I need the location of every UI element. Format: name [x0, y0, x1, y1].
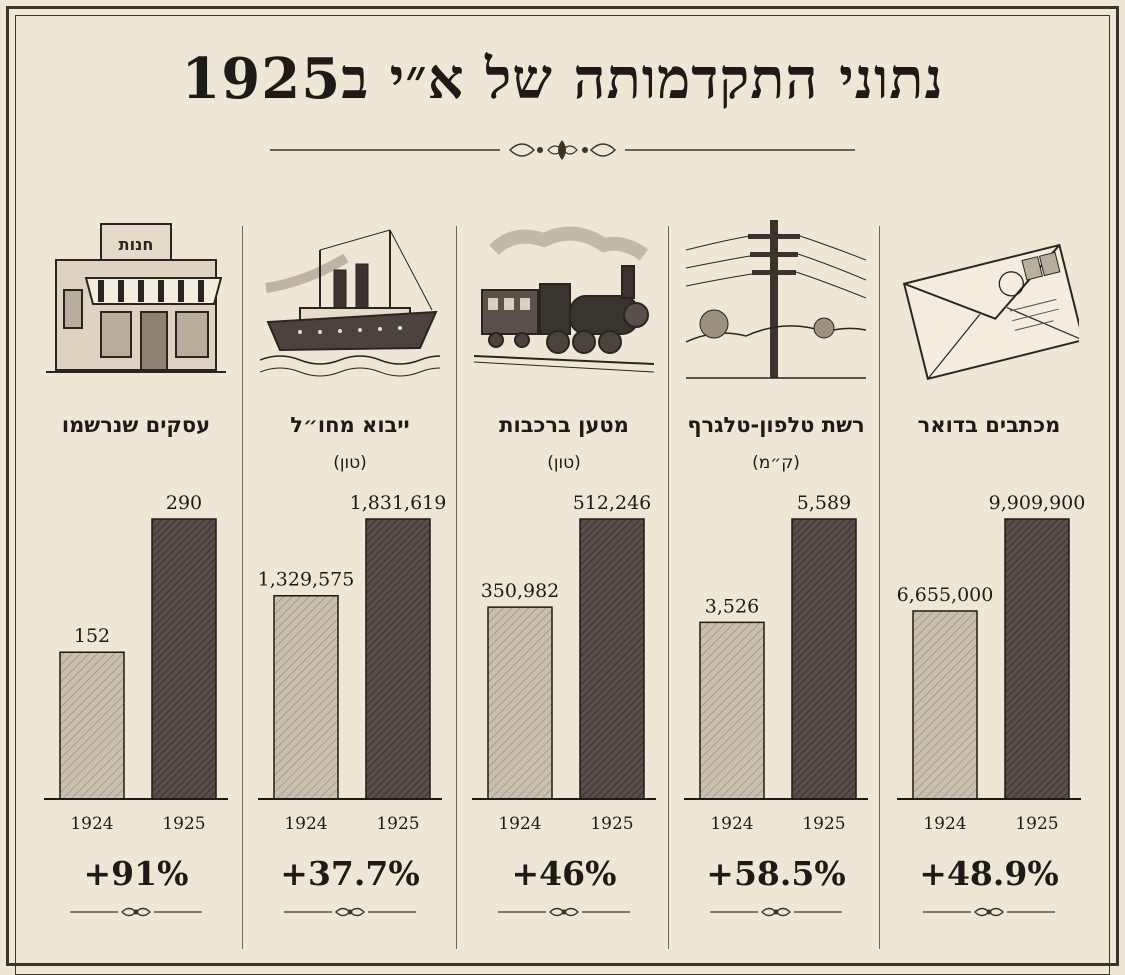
- bar-plot: 3,526 1924 5,589 1925: [684, 492, 868, 834]
- x-tick-label: 1925: [1015, 814, 1058, 834]
- x-tick-label: 1925: [590, 814, 633, 834]
- column-divider: [242, 226, 243, 949]
- footer-ornament: [923, 907, 1055, 917]
- x-tick-label: 1924: [923, 814, 966, 834]
- page-title: נתוני התקדמותה של א״י ב1925: [181, 46, 944, 112]
- percent-change: +48.9%: [919, 854, 1059, 893]
- data-label: 1,329,575: [258, 569, 355, 591]
- footer-ornament: [498, 907, 630, 917]
- bar-1924: [487, 606, 553, 800]
- bar-1925: [365, 518, 431, 800]
- bar-1925: [151, 518, 217, 800]
- x-tick-label: 1925: [802, 814, 845, 834]
- data-label: 5,589: [797, 492, 851, 514]
- percent-change: +58.5%: [706, 854, 846, 893]
- telegraph-pole-icon: [686, 220, 866, 379]
- unit-label: (טון): [547, 453, 581, 473]
- bar-1924: [912, 610, 978, 800]
- chart-panel-rail: מטען ברכבות (טון) 350,982 1924 512,246 1925…: [458, 220, 670, 949]
- chart-panel-businesses: חנות עסקים שנרשמו 152 1924 290 1925 +91%: [30, 220, 242, 949]
- chart-title: מכתבים בדואר: [917, 413, 1061, 437]
- title-ornament: [270, 140, 855, 160]
- chart-title: רשת טלפון-טלגרף: [687, 413, 865, 437]
- x-tick-label: 1924: [284, 814, 327, 834]
- chart-title: ייבוא מחו״ל: [290, 413, 410, 437]
- bar-plot: 152 1924 290 1925: [44, 492, 228, 834]
- chart-panel-telegraph: רשת טלפון-טלגרף (ק״מ) 3,526 1924 5,589 1925…: [670, 220, 882, 949]
- data-label: 512,246: [573, 492, 652, 514]
- data-label: 3,526: [705, 595, 759, 617]
- bar-plot: 6,655,000 1924 9,909,900 1925: [897, 492, 1086, 834]
- bar-1925: [791, 518, 857, 800]
- data-label: 152: [74, 625, 110, 647]
- steamship-icon: [260, 229, 440, 377]
- bar-1925: [1004, 518, 1070, 800]
- footer-ornament: [284, 907, 416, 917]
- column-divider: [456, 226, 457, 949]
- data-label: 1,831,619: [350, 492, 447, 514]
- footer-ornament: [710, 907, 842, 917]
- chart-title: מטען ברכבות: [499, 413, 629, 437]
- footer-ornament: [70, 907, 202, 917]
- bar-1925: [579, 518, 645, 800]
- percent-change: +37.7%: [280, 854, 420, 893]
- data-label: 6,655,000: [897, 584, 994, 606]
- shop-icon: חנות: [46, 223, 226, 373]
- x-tick-label: 1925: [162, 814, 205, 834]
- envelope-icon: [902, 243, 1079, 381]
- bar-plot: 1,329,575 1924 1,831,619 1925: [258, 492, 447, 834]
- unit-label: (ק״מ): [752, 453, 800, 473]
- data-label: 350,982: [481, 580, 560, 602]
- bar-1924: [273, 594, 339, 800]
- bar-1924: [699, 621, 765, 800]
- x-tick-label: 1925: [376, 814, 419, 834]
- chart-panel-imports: ייבוא מחו״ל (טון) 1,329,575 1924 1,831,619…: [244, 220, 456, 949]
- chart-title: עסקים שנרשמו: [61, 413, 211, 437]
- x-tick-label: 1924: [498, 814, 541, 834]
- chart-panel-mail: מכתבים בדואר 6,655,000 1924 9,909,900 1925 …: [883, 220, 1095, 949]
- percent-change: +91%: [83, 854, 189, 893]
- column-divider: [668, 226, 669, 949]
- data-label: 290: [166, 492, 202, 514]
- unit-label: (טון): [333, 453, 367, 473]
- locomotive-icon: [474, 226, 654, 373]
- column-divider: [879, 226, 880, 949]
- shop-sign: חנות: [119, 235, 154, 254]
- x-tick-label: 1924: [70, 814, 113, 834]
- x-tick-label: 1924: [710, 814, 753, 834]
- bar-1924: [59, 651, 125, 800]
- percent-change: +46%: [511, 854, 617, 893]
- bar-plot: 350,982 1924 512,246 1925: [472, 492, 656, 834]
- data-label: 9,909,900: [989, 492, 1086, 514]
